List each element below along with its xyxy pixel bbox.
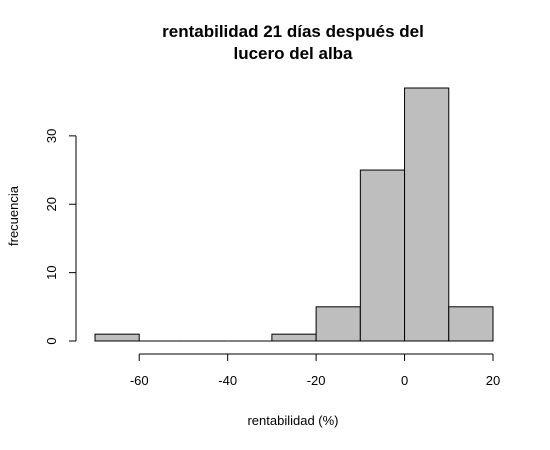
x-tick-label: -20 bbox=[307, 373, 326, 388]
y-tick-label: 20 bbox=[44, 197, 59, 211]
histogram-bar bbox=[271, 333, 317, 342]
x-tick-label: 0 bbox=[401, 373, 408, 388]
y-tick-label: 0 bbox=[44, 337, 59, 344]
x-tick-label: -40 bbox=[218, 373, 237, 388]
chart-title-line-2: lucero del alba bbox=[233, 44, 353, 63]
histogram-bars bbox=[94, 87, 494, 342]
y-axis: 0 10 20 30 bbox=[44, 129, 77, 345]
histogram-bar bbox=[404, 87, 450, 342]
histogram-bar bbox=[448, 306, 494, 342]
x-tick-label: -60 bbox=[130, 373, 149, 388]
histogram-bar bbox=[315, 306, 361, 342]
y-tick-label: 30 bbox=[44, 129, 59, 143]
x-axis-label: rentabilidad (%) bbox=[247, 413, 338, 428]
y-axis-label: frecuencia bbox=[6, 185, 21, 246]
x-axis: -60 -40 -20 0 20 bbox=[130, 353, 500, 388]
x-tick-label: 20 bbox=[486, 373, 500, 388]
histogram-bar bbox=[94, 333, 140, 342]
chart-title-line-1: rentabilidad 21 días después del bbox=[162, 22, 424, 41]
histogram-bar bbox=[359, 169, 406, 342]
y-tick-label: 10 bbox=[44, 265, 59, 279]
